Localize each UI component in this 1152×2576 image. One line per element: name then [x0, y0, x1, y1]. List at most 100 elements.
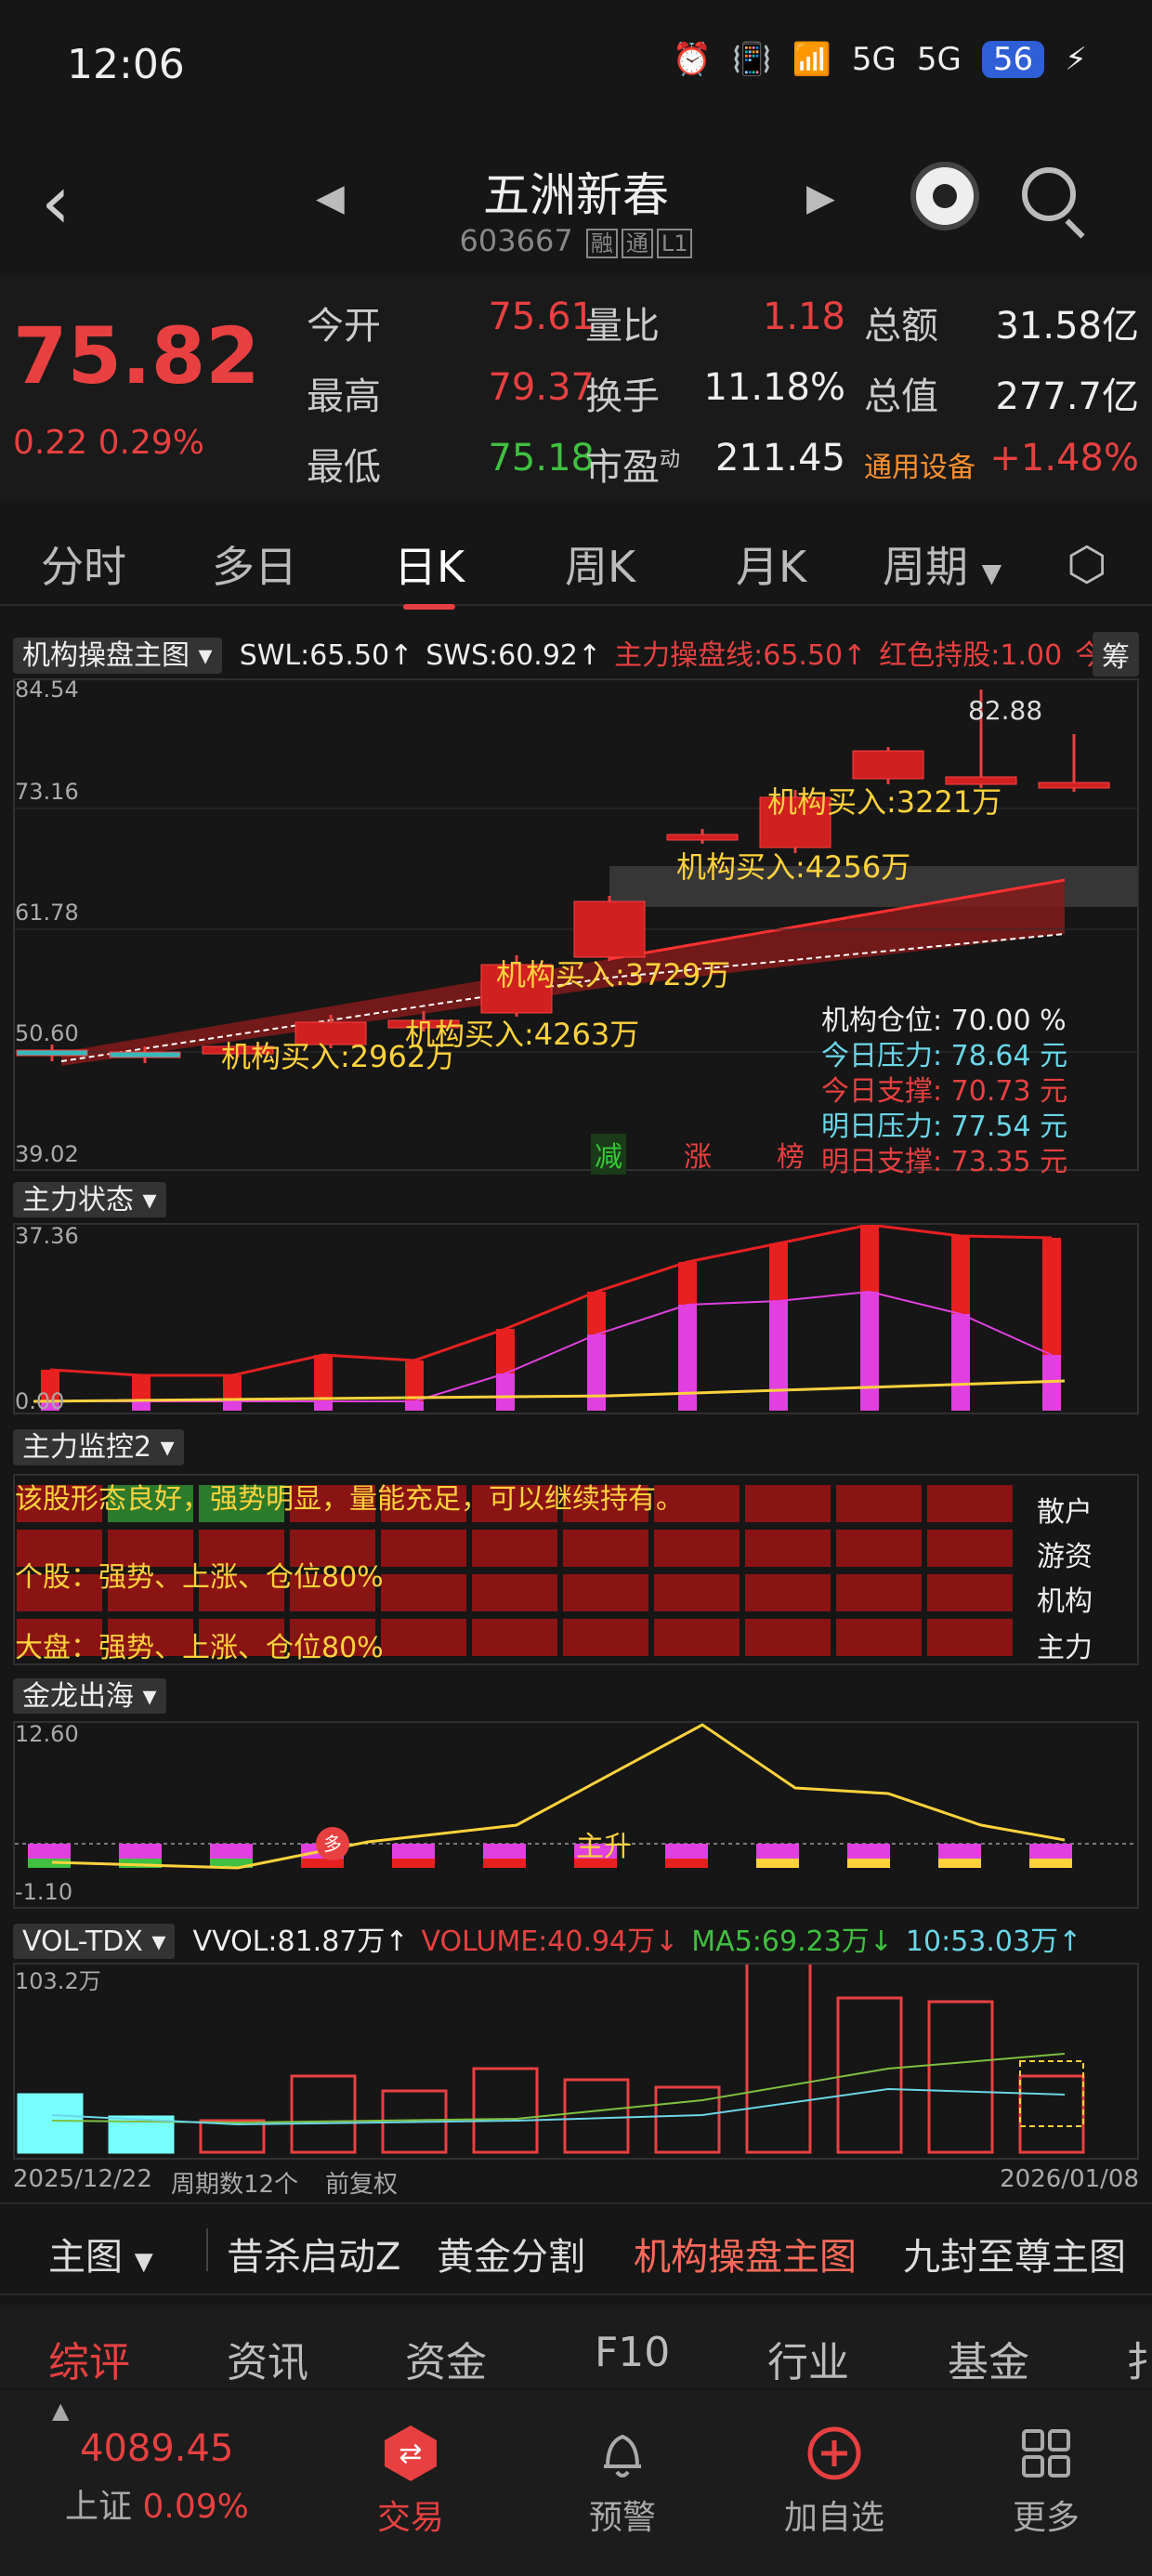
- monitor-cell: [836, 1530, 922, 1567]
- legend-item: 红色持股:1.00: [879, 639, 1063, 672]
- axis-adj: 前复权: [325, 2171, 399, 2199]
- main-chart-select[interactable]: 主图 ▼: [48, 2227, 153, 2280]
- tab-period-label: 周期: [883, 542, 968, 592]
- bottom-nav: ▲ 4089.45 上证 0.09% ⇄ 交易 预警 加自选 更多: [0, 2390, 1152, 2576]
- monitor-cell: [563, 1530, 648, 1567]
- monitor-cell: [290, 1574, 375, 1611]
- quote-value: 1.18: [762, 296, 845, 338]
- status-time: 12:06: [67, 41, 185, 88]
- y-tick: 39.02: [15, 1141, 79, 1167]
- indicator-option[interactable]: 昔杀启动Z: [227, 2236, 401, 2279]
- ma-line: [51, 2053, 1066, 2124]
- next-stock-icon[interactable]: ▶: [806, 177, 835, 219]
- legend-item: SWS:60.92↑: [425, 639, 602, 672]
- quote-value: 75.18: [488, 437, 595, 480]
- tab-funds[interactable]: 资金: [405, 2339, 487, 2386]
- chips-button[interactable]: 筹: [1093, 632, 1139, 677]
- tab-news[interactable]: 资讯: [227, 2339, 308, 2386]
- monitor-cell: [927, 1619, 1013, 1656]
- y-tick: 84.54: [15, 677, 79, 703]
- tab-intraday[interactable]: 分时: [41, 542, 126, 592]
- candle-body: [480, 964, 553, 1014]
- quote-panel: 75.82 0.22 0.29% 今开 75.61 量比 1.18 总额 31.58亿 最高…: [0, 275, 1152, 503]
- monitor-cell: [290, 1485, 375, 1522]
- summary-line: 明日支撑: 73.35 元: [821, 1146, 1068, 1178]
- main-indicator-name: 机构操盘主图: [22, 639, 190, 672]
- monitor-cell: [17, 1485, 102, 1522]
- price-change: 0.22 0.29%: [13, 424, 204, 462]
- tab-overview[interactable]: 综评: [48, 2339, 130, 2386]
- state-svg: [33, 1223, 1066, 1411]
- dragon-bar: [665, 1859, 708, 1868]
- index-name: 上证: [65, 2488, 133, 2526]
- monitor-indicator-select[interactable]: 主力监控2 ▾: [13, 1429, 184, 1465]
- vol-indicator-select[interactable]: VOL-TDX ▾: [13, 1924, 176, 1959]
- monitor-cell: [381, 1485, 466, 1522]
- candle-body: [666, 834, 739, 841]
- monitor-cell: [472, 1485, 557, 1522]
- tag-reduce: 减: [591, 1134, 626, 1175]
- index-value[interactable]: 4089.45: [80, 2427, 234, 2470]
- dragon-indicator-select[interactable]: 金龙出海 ▾: [13, 1678, 166, 1714]
- tab-fund[interactable]: 基金: [948, 2339, 1029, 2386]
- tab-more[interactable]: 扌: [1126, 2339, 1152, 2386]
- monitor-panel-legend: 主力监控2 ▾: [13, 1424, 184, 1465]
- tab-daily-k[interactable]: 日K: [394, 533, 465, 610]
- monitor-cell: [108, 1530, 193, 1567]
- main-rise-label: 主升: [576, 1831, 632, 1863]
- tab-weekly-k[interactable]: 周K: [565, 542, 636, 592]
- tab-multiday[interactable]: 多日: [212, 542, 297, 592]
- nav-alert[interactable]: 预警: [548, 2424, 697, 2539]
- nav-add-watch[interactable]: 加自选: [760, 2424, 909, 2539]
- status-icons: ⏰ 📳 📶 5G 5G 56 ⚡: [673, 41, 1087, 78]
- monitor-cell: [199, 1574, 284, 1611]
- dragon-bar: [392, 1859, 435, 1868]
- monitor-cell: [745, 1574, 831, 1611]
- state-bar-inner: [223, 1401, 242, 1411]
- quote-value: 31.58亿: [995, 305, 1139, 348]
- tab-monthly-k[interactable]: 月K: [736, 542, 807, 592]
- tab-industry[interactable]: 行业: [767, 2339, 849, 2386]
- monitor-text: 该股形态良好，强势明显，量能充足，可以继续持有。: [15, 1483, 684, 1516]
- nav-trade[interactable]: ⇄ 交易: [336, 2424, 485, 2539]
- dragon-bar: [119, 1859, 162, 1868]
- candle-body: [387, 1019, 460, 1029]
- monitor-cell: [17, 1530, 102, 1567]
- indicator-option[interactable]: 黄金分割: [437, 2236, 585, 2279]
- quote-label: 市盈动: [585, 446, 681, 489]
- dragon-bar: [210, 1859, 253, 1868]
- summary-line: 明日压力: 77.54 元: [821, 1111, 1068, 1143]
- dragon-bar: [1029, 1844, 1072, 1859]
- mascot-icon[interactable]: [910, 162, 979, 230]
- state-panel-legend: 主力状态 ▾ 短线上攻:10.14↓中线强势:33.77↓中线控盘:5.83↑短…: [13, 1176, 1152, 1217]
- prev-stock-icon[interactable]: ◀: [316, 177, 345, 219]
- search-icon[interactable]: [1022, 167, 1076, 221]
- candle-body: [202, 1045, 274, 1055]
- tab-period[interactable]: 周期 ▼: [883, 533, 1001, 595]
- state-indicator-name: 主力状态: [22, 1184, 134, 1216]
- back-icon[interactable]: ‹: [41, 159, 71, 245]
- monitor-cell: [745, 1530, 831, 1567]
- state-indicator-select[interactable]: 主力状态 ▾: [13, 1182, 166, 1217]
- monitor-cell: [836, 1574, 922, 1611]
- monitor-cell: [654, 1574, 740, 1611]
- quote-label: 换手: [585, 375, 660, 418]
- signal-5g-icon: 5G: [916, 41, 962, 78]
- vol-panel-legend: VOL-TDX ▾ VVOL:81.87万↑ VOLUME:40.94万↓ MA5:…: [13, 1918, 1152, 1959]
- quote-label: 总额: [864, 305, 938, 348]
- settings-hex-icon[interactable]: ⬡: [1067, 537, 1107, 591]
- monitor-cell: [108, 1619, 193, 1656]
- indicator-option-active[interactable]: 机构操盘主图: [634, 2236, 857, 2279]
- tab-f10[interactable]: F10: [595, 2329, 671, 2376]
- stock-code-line: 603667 融通 L1: [0, 223, 1152, 258]
- state-bar-inner: [405, 1401, 424, 1411]
- main-indicator-select[interactable]: 机构操盘主图 ▾: [13, 637, 222, 674]
- change-pct: 0.29%: [98, 424, 204, 462]
- dragon-bar: [938, 1859, 981, 1868]
- plus-circle-icon: [807, 2426, 861, 2480]
- candle-body: [759, 796, 831, 848]
- kline-chart[interactable]: 84.54 73.16 61.78 50.60 39.02 82.88 机构买入…: [13, 677, 1139, 1178]
- dragon-bar: [28, 1844, 71, 1859]
- indicator-option[interactable]: 九封至尊主图: [903, 2236, 1126, 2279]
- nav-more[interactable]: 更多: [972, 2424, 1120, 2539]
